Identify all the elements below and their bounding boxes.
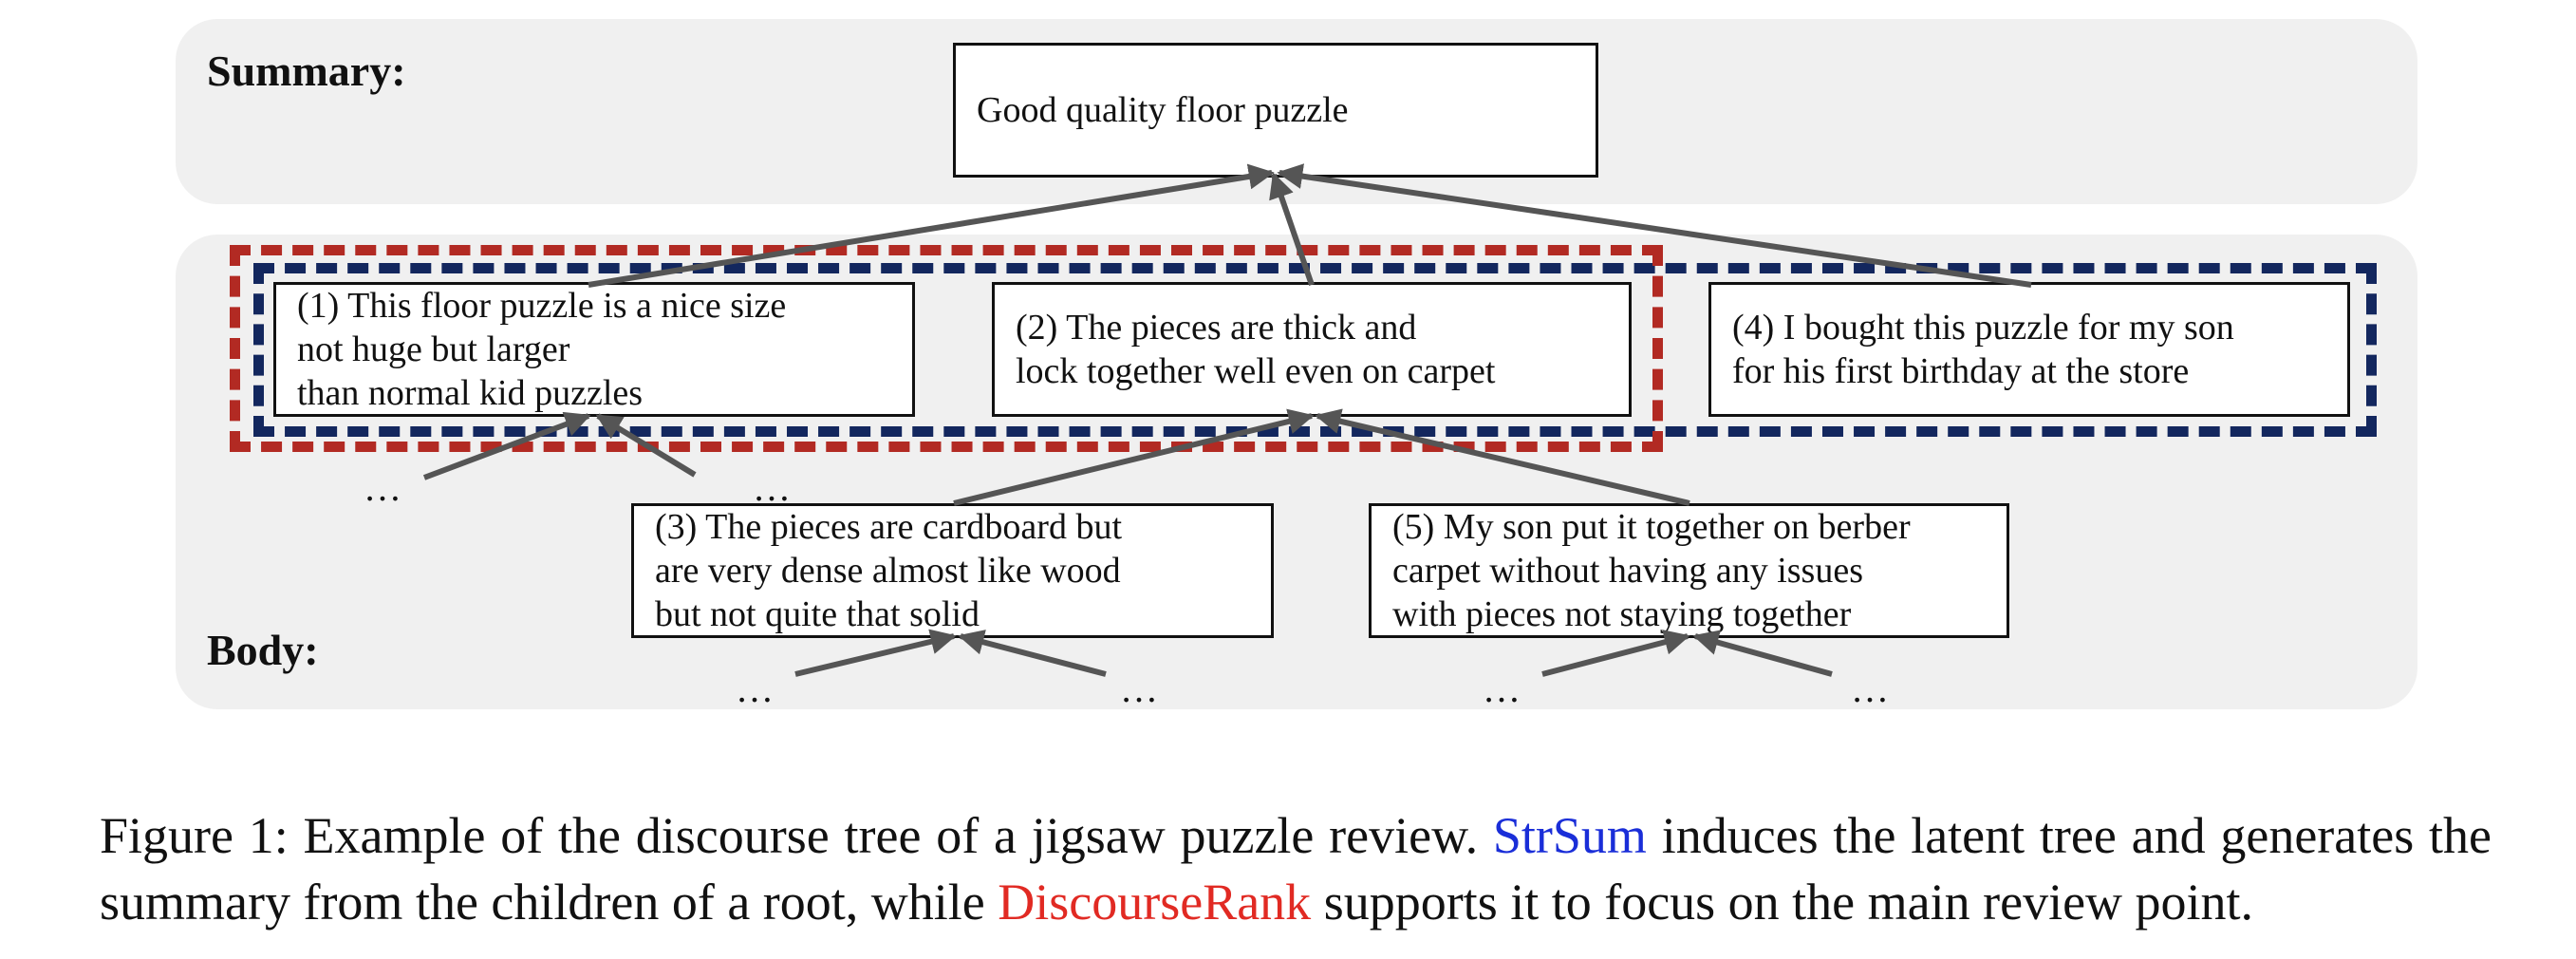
arrow-child-to-3 xyxy=(958,630,1107,677)
caption-strsum: StrSum xyxy=(1492,807,1647,864)
node-5-line: (5) My son put it together on berber xyxy=(1392,507,1911,547)
summary-label: Summary: xyxy=(207,47,406,95)
summary-box: Good quality floor puzzle xyxy=(953,43,1598,178)
figure-caption: Figure 1: Example of the discourse tree … xyxy=(100,802,2492,935)
arrow-child-to-5 xyxy=(1541,630,1690,677)
node-4-line: (4) I bought this puzzle for my son xyxy=(1732,308,2234,348)
node-4-line: for his first birthday at the store xyxy=(1732,351,2190,391)
caption-suffix: supports it to focus on the main review … xyxy=(1323,874,2254,931)
body-label: Body: xyxy=(207,626,319,674)
ellipsis: … xyxy=(1483,668,1522,710)
node-box-3: (3) The pieces are cardboard but are ver… xyxy=(631,503,1274,638)
summary-text: Good quality floor puzzle xyxy=(977,90,1349,130)
arrow-4-to-summary xyxy=(1277,163,2032,288)
node-1-line: not huge but larger xyxy=(297,329,570,369)
arrow-child-to-1 xyxy=(595,413,697,478)
arrow-5-to-2 xyxy=(1315,408,1690,506)
red-dashed-group xyxy=(230,245,1663,452)
ellipsis: … xyxy=(1851,668,1891,710)
node-1-line: than normal kid puzzles xyxy=(297,373,644,413)
node-1-line: (1) This floor puzzle is a nice size xyxy=(297,286,787,326)
node-3-line: but not quite that solid xyxy=(655,594,980,634)
caption-middle: induces the latent tree and generates th… xyxy=(100,807,2492,931)
caption-prefix: Figure 1: Example of the discourse tree … xyxy=(100,807,1479,864)
arrow-3-to-2 xyxy=(953,408,1315,506)
ellipsis: … xyxy=(753,466,793,509)
node-2-line: (2) The pieces are thick and xyxy=(1016,308,1417,348)
node-5-line: with pieces not staying together xyxy=(1392,594,1852,634)
ellipsis: … xyxy=(736,668,775,710)
node-box-2: (2) The pieces are thick and lock togeth… xyxy=(992,282,1632,417)
arrow-child-to-5 xyxy=(1692,630,1833,677)
node-3-line: are very dense almost like wood xyxy=(655,551,1121,591)
caption-discourserank: DiscourseRank xyxy=(998,874,1312,931)
ellipsis: … xyxy=(364,466,403,509)
arrow-2-to-summary xyxy=(1269,172,1315,286)
arrow-child-to-3 xyxy=(794,629,957,677)
arrow-1-to-summary xyxy=(588,163,1275,288)
node-box-4: (4) I bought this puzzle for my son for … xyxy=(1708,282,2350,417)
node-2-line: lock together well even on carpet xyxy=(1016,351,1496,391)
ellipsis: … xyxy=(1120,668,1160,710)
node-box-1: (1) This floor puzzle is a nice size not… xyxy=(273,282,915,417)
arrow-child-to-1 xyxy=(422,411,591,480)
node-5-line: carpet without having any issues xyxy=(1392,551,1864,591)
node-3-line: (3) The pieces are cardboard but xyxy=(655,507,1122,547)
